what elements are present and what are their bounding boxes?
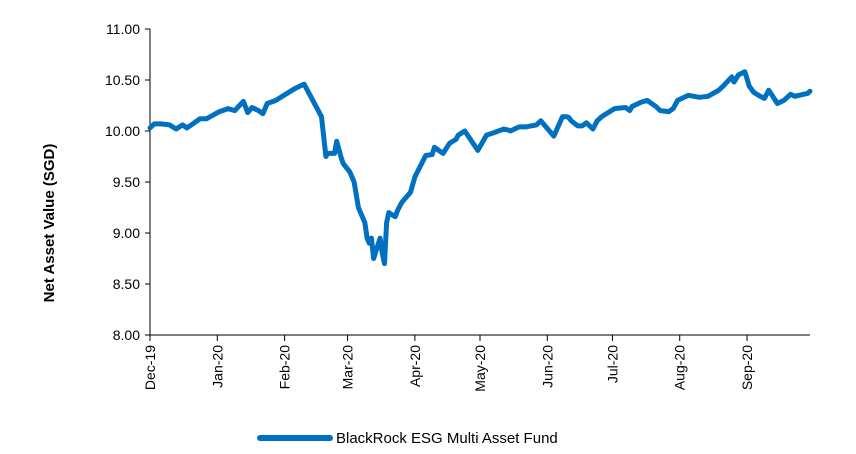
x-tick-label: May-20 (472, 345, 488, 392)
y-tick-label: 8.00 (113, 327, 140, 343)
x-tick-label: Jan-20 (209, 345, 225, 388)
y-tick-label: 9.50 (113, 174, 140, 190)
y-tick-label: 11.00 (106, 21, 140, 37)
x-tick-label: Apr-20 (407, 345, 423, 387)
y-tick-label: 10.00 (105, 123, 140, 139)
x-axis: Dec-19 Jan-20 Feb-20 Mar-20 Apr-20 May-20 Jun-… (142, 335, 755, 392)
plot-area (147, 29, 813, 336)
y-tick-label: 10.50 (105, 72, 140, 88)
series-line-blackrock-esg (147, 69, 813, 267)
y-axis-title: Net Asset Value (SGD) (41, 144, 58, 303)
legend: BlackRock ESG Multi Asset Fund (257, 430, 558, 447)
x-tick-label: Feb-20 (277, 345, 293, 390)
x-tick-label: Jun-20 (539, 345, 555, 388)
x-tick-label: Mar-20 (340, 345, 356, 390)
x-tick-label: Sep-20 (739, 345, 755, 390)
legend-label: BlackRock ESG Multi Asset Fund (336, 430, 558, 447)
x-tick-label: Aug-20 (672, 345, 688, 390)
y-axis: 8.00 8.50 9.00 9.50 10.00 10.50 11.00 (105, 21, 150, 343)
x-tick-label: Dec-19 (142, 345, 158, 390)
y-tick-label: 9.00 (113, 225, 140, 241)
x-tick-label: Jul-20 (604, 345, 620, 383)
y-tick-label: 8.50 (113, 276, 140, 292)
